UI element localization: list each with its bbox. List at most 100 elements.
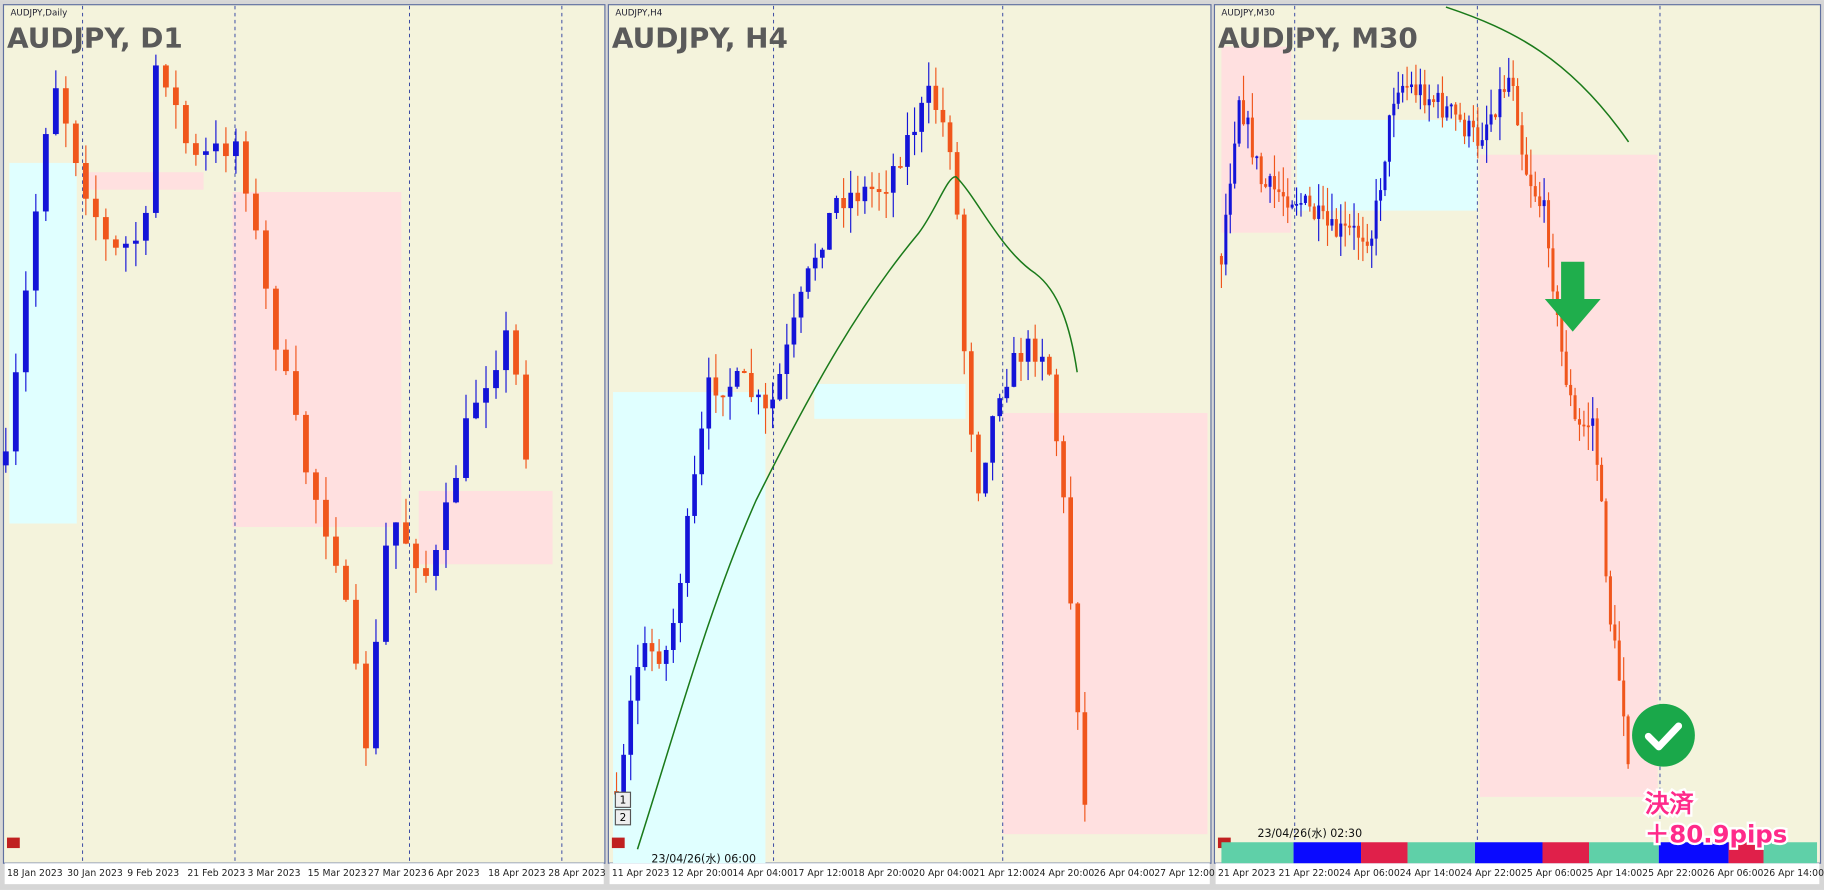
candle [692, 474, 697, 516]
annotation: 決済 [1645, 789, 1694, 818]
candle [1551, 248, 1555, 292]
x-label: 9 Feb 2023 [127, 868, 179, 879]
chart-button[interactable] [614, 791, 632, 808]
x-label: 3 Mar 2023 [248, 868, 301, 879]
candle [1471, 120, 1475, 128]
zone [1002, 413, 1208, 835]
x-label: 6 Apr 2023 [428, 868, 480, 879]
candle [1321, 205, 1325, 212]
candle [1361, 237, 1365, 242]
zone [1297, 119, 1478, 211]
collapse-button [6, 837, 20, 849]
candle [433, 550, 439, 576]
candle [1246, 117, 1250, 125]
candle [819, 249, 825, 258]
indicator-segment [1589, 842, 1659, 864]
chart-button-label: 1 [620, 794, 627, 806]
indicator-segment [1728, 842, 1764, 864]
indicator-segment [1542, 842, 1590, 864]
candle [649, 643, 655, 652]
candle [1032, 338, 1038, 362]
candle [741, 371, 747, 373]
candle [1485, 124, 1489, 141]
candle [1573, 395, 1577, 420]
candle [1454, 104, 1458, 115]
candle [1396, 92, 1400, 104]
candle [222, 143, 229, 157]
candle [142, 212, 149, 241]
zone [87, 172, 204, 190]
candle [770, 399, 775, 409]
candle [1299, 203, 1303, 205]
candle [1356, 225, 1360, 238]
candle [1560, 315, 1564, 352]
indicator-segment [1475, 842, 1543, 864]
candle [628, 700, 634, 755]
candle [1326, 211, 1330, 226]
x-label: 21 Apr 22:00 [1279, 868, 1340, 879]
candle [1414, 84, 1418, 96]
x-label: 24 Apr 20:00 [1034, 868, 1095, 879]
candle [1047, 356, 1052, 375]
candle [1418, 84, 1422, 96]
candle [890, 166, 896, 193]
x-label: 24 Apr 06:00 [1339, 868, 1400, 879]
x-label: 25 Apr 14:00 [1582, 868, 1643, 879]
zone [1221, 46, 1292, 233]
x-label: 14 Apr 04:00 [732, 868, 793, 879]
chart-panel: AUDJPY,H4 AUDJPY, H4 11 Apr 2023 12 Apr 20:… [607, 4, 1215, 885]
candle [112, 239, 119, 248]
check-badge [1632, 703, 1695, 767]
candle [1018, 352, 1024, 362]
candle [1489, 114, 1493, 125]
chart-button[interactable] [614, 809, 632, 826]
candle [22, 290, 29, 373]
candle [483, 388, 489, 403]
candle [763, 394, 768, 409]
candle [720, 395, 726, 398]
candle [243, 141, 249, 194]
x-label: 12 Apr 20:00 [672, 868, 733, 879]
candle [1423, 84, 1427, 106]
candle [1272, 176, 1276, 190]
candle [1502, 89, 1506, 92]
candle [172, 87, 179, 106]
x-label: 21 Apr 2023 [1218, 868, 1276, 879]
chart-title: AUDJPY, D1 [7, 22, 183, 55]
candle [1383, 161, 1387, 191]
x-label: 15 Mar 2023 [308, 868, 367, 879]
candle [1295, 203, 1299, 206]
candle [621, 754, 626, 795]
check-mark [1644, 722, 1683, 751]
candle [413, 543, 419, 569]
candle [1061, 441, 1066, 498]
candle [1233, 143, 1237, 184]
candle [1308, 195, 1312, 207]
candle [898, 166, 903, 168]
candle [798, 291, 804, 318]
candle [1317, 205, 1321, 219]
candle [423, 568, 429, 576]
candle [1626, 716, 1630, 765]
candle [1228, 183, 1232, 215]
candle [1303, 195, 1307, 204]
candle [1352, 225, 1356, 228]
candle [1516, 85, 1520, 126]
x-label: 21 Feb 2023 [187, 868, 245, 879]
candle [373, 641, 379, 749]
candle [52, 88, 59, 135]
candle [1339, 223, 1343, 237]
candle [152, 65, 159, 213]
candle [791, 317, 797, 345]
candle [642, 643, 648, 668]
candle [1427, 99, 1431, 106]
chart-label: AUDJPY,H4 [615, 8, 662, 18]
candle [834, 198, 839, 213]
candle [976, 434, 981, 494]
candle [1075, 603, 1081, 713]
candle [756, 394, 761, 398]
candle [1440, 92, 1444, 118]
candle [1458, 114, 1462, 120]
candle [1330, 219, 1334, 226]
candle [855, 192, 861, 202]
